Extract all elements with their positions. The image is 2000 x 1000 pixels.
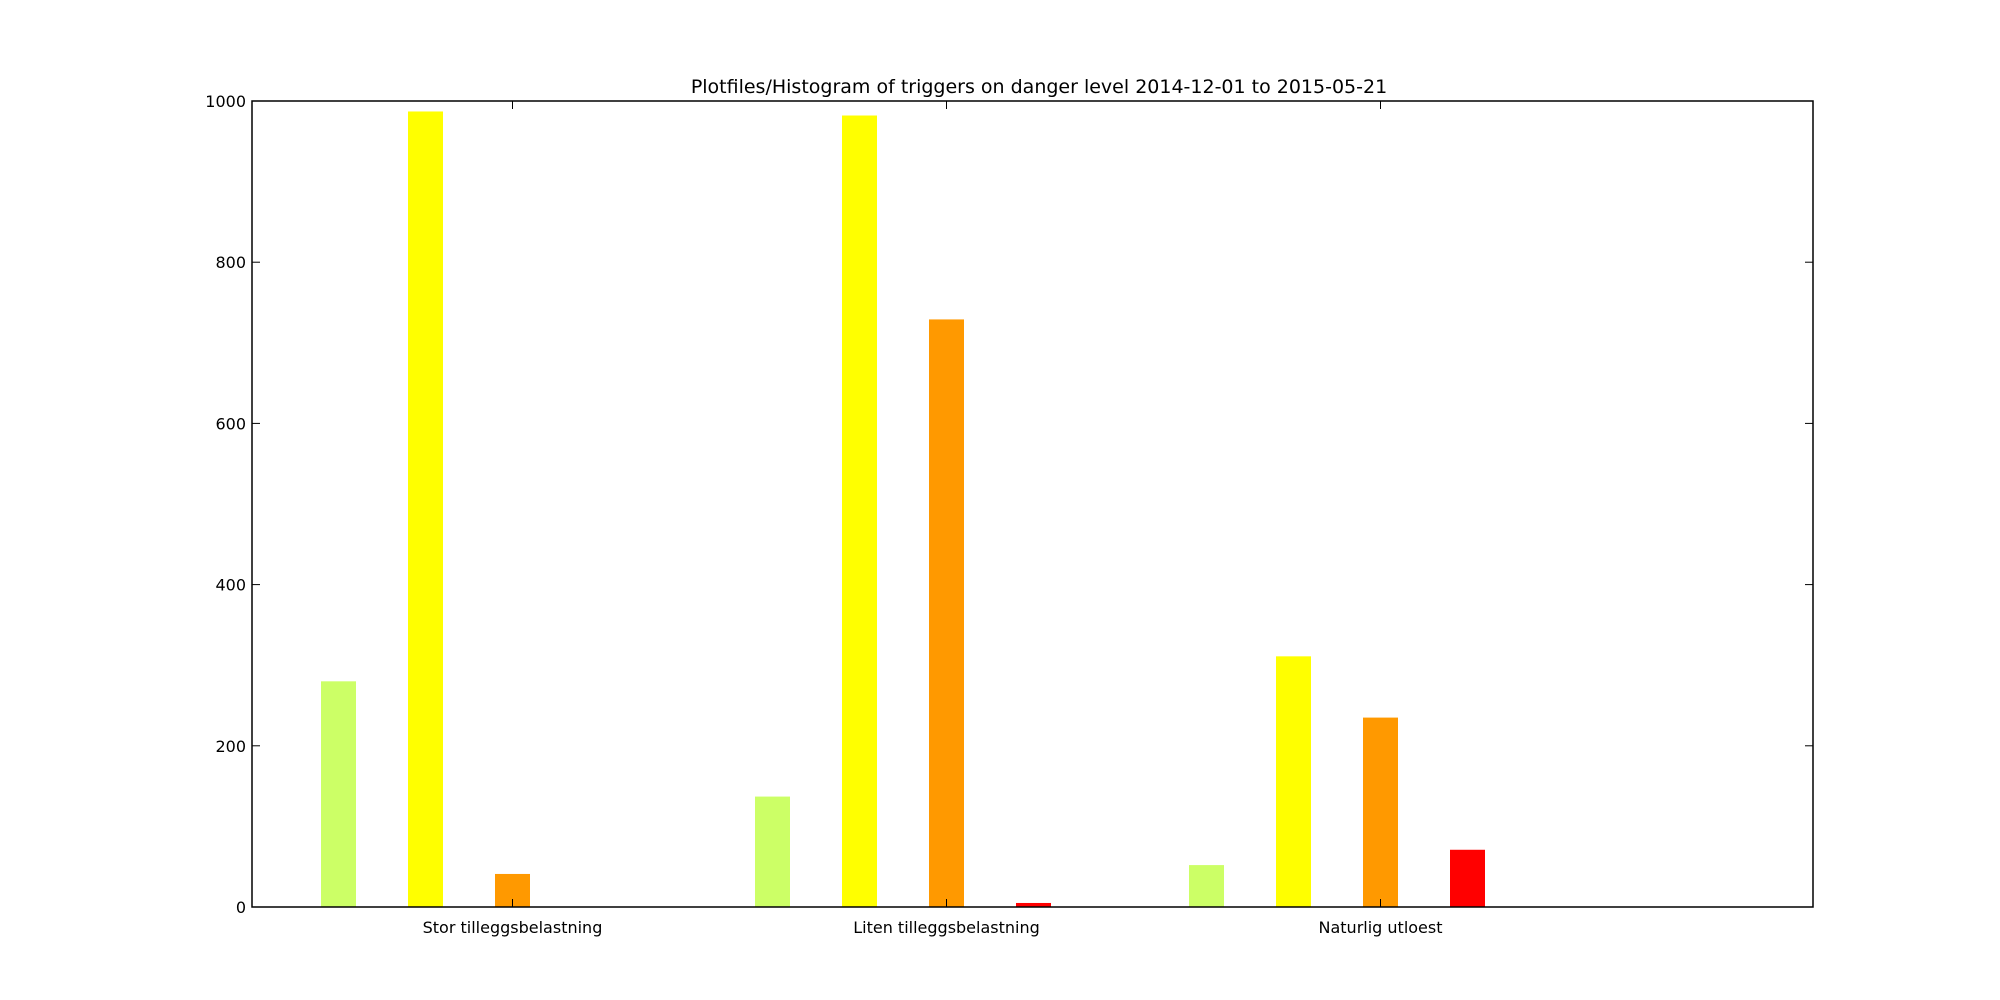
y-tick-label: 1000 [205, 92, 246, 111]
y-tick-label: 800 [215, 253, 246, 272]
x-category-label: Liten tilleggsbelastning [853, 918, 1040, 937]
bar-3-4 [1450, 849, 1485, 907]
y-tick-label: 0 [236, 898, 246, 917]
bar-3-1 [1189, 865, 1224, 907]
y-tick-label: 400 [215, 576, 246, 595]
chart-title: Plotfiles/Histogram of triggers on dange… [691, 76, 1387, 98]
bar-1-1 [321, 681, 356, 907]
y-tick-labels: 0 200 400 600 800 1000 [205, 92, 246, 917]
bar-1-2 [408, 111, 443, 907]
bar-2-4 [1016, 902, 1051, 907]
x-category-label: Stor tilleggsbelastning [423, 918, 603, 937]
x-category-label: Naturlig utloest [1319, 918, 1443, 937]
bar-2-2 [842, 115, 877, 908]
y-tick-label: 200 [215, 737, 246, 756]
bar-2-3 [929, 319, 964, 907]
x-tick-labels: Stor tilleggsbelastning Liten tilleggsbel… [423, 918, 1443, 937]
plot-frame [251, 100, 1814, 908]
bars-group [321, 111, 1485, 908]
ticks-group [252, 100, 1813, 908]
bar-2-1 [755, 796, 790, 907]
bar-3-2 [1276, 656, 1311, 907]
y-tick-label: 600 [215, 414, 246, 433]
bar-3-3 [1363, 717, 1398, 907]
